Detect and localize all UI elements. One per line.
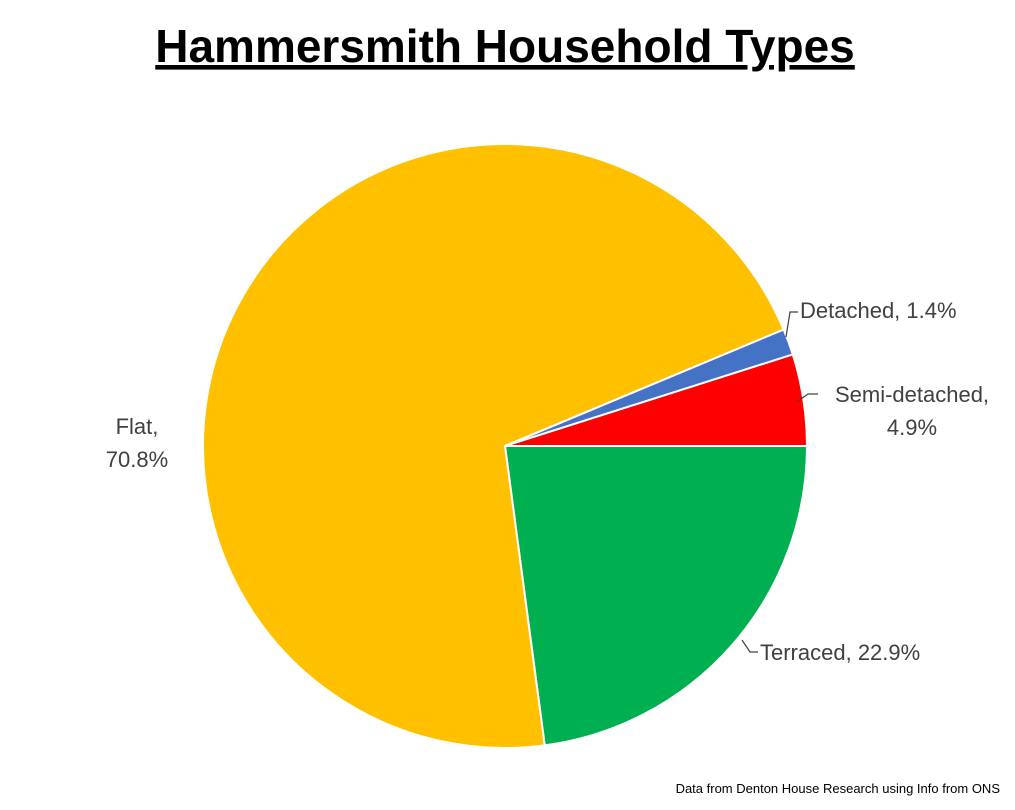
pie-slice [503,445,809,747]
data-label: Detached, 1.4% [800,298,957,323]
data-label: Semi-detached, 4.9% [835,382,989,440]
data-label-line: Detached, 1.4% [800,298,957,323]
data-label-line: Semi-detached, [835,382,989,407]
data-label: Flat, 70.8% [106,414,168,472]
source-note: Data from Denton House Research using In… [676,781,1001,796]
data-label-line: Flat, [116,414,159,439]
data-label-line: Terraced, 22.9% [760,640,920,665]
data-label-line: 4.9% [887,415,937,440]
pie-slice [202,143,785,749]
chart-title: Hammersmith Household Types [155,20,855,72]
leader-line [741,639,758,653]
data-label-line: 70.8% [106,447,168,472]
pie [202,143,809,749]
labels: Terraced, 22.9% Flat, 70.8% Detached, 1.4% S… [106,298,989,665]
data-label: Terraced, 22.9% [760,640,920,665]
leader-line [797,393,818,402]
leader-line [785,311,798,338]
pie-slice [504,353,809,447]
